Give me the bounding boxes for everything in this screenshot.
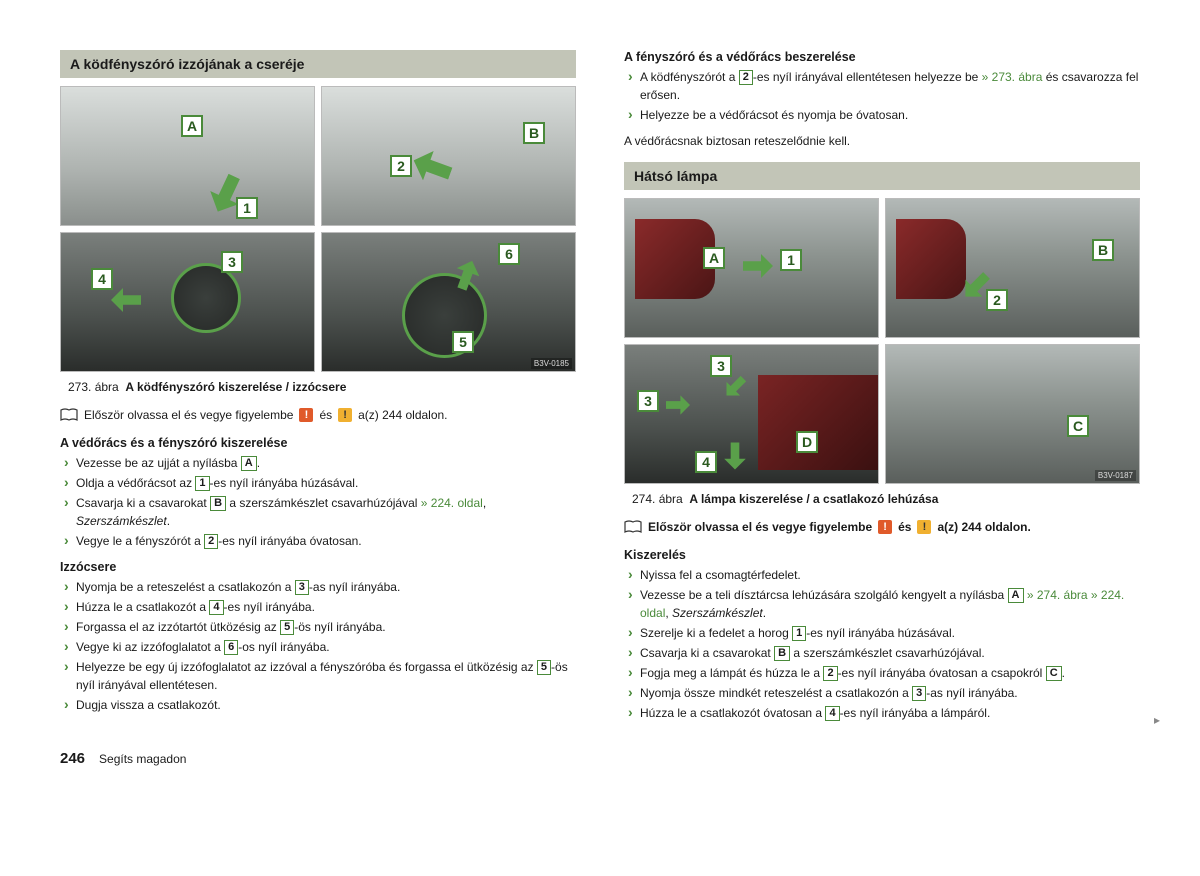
callout-2: 2 <box>986 289 1008 311</box>
step: Forgassa el az izzótartót ütközésig az 5… <box>64 618 576 636</box>
fig-title: A ködfényszóró kiszerelése / izzócsere <box>125 380 346 394</box>
fig274-panel-4: C B3V-0187 <box>885 344 1140 484</box>
readfirst-and: és <box>319 408 332 422</box>
callout-D: D <box>796 431 818 453</box>
callout-1: 1 <box>236 197 258 219</box>
callout-A: A <box>703 247 725 269</box>
continue-icon: ▸ <box>1154 713 1160 727</box>
subhead-remove-grille: A védőrács és a fényszóró kiszerelése <box>60 436 576 450</box>
steps-install: A ködfényszórót a 2-es nyíl irányával el… <box>624 68 1140 124</box>
callout-6: 6 <box>498 243 520 265</box>
callout-3: 3 <box>221 251 243 273</box>
step: Vegye ki az izzófoglalatot a 6-os nyíl i… <box>64 638 576 656</box>
callout-C: C <box>1067 415 1089 437</box>
step: Nyissa fel a csomagtérfedelet. <box>628 566 1140 584</box>
step: Vezesse be az ujját a nyílásba A. <box>64 454 576 472</box>
step: Oldja a védőrácsot az 1-es nyíl irányába… <box>64 474 576 492</box>
book-icon <box>60 408 78 422</box>
figure-273-caption: 273. ábra A ködfényszóró kiszerelése / i… <box>68 380 576 394</box>
readfirst-pre: Először olvassa el és vegye figyelembe <box>84 408 293 422</box>
readfirst-post: a(z) 244 oldalon. <box>358 408 447 422</box>
step: Dugja vissza a csatlakozót. <box>64 696 576 714</box>
fig274-panel-2: B 2 <box>885 198 1140 338</box>
step: A ködfényszórót a 2-es nyíl irányával el… <box>628 68 1140 104</box>
readfirst-post: a(z) 244 oldalon. <box>937 520 1030 534</box>
steps-remove-grille: Vezesse be az ujját a nyílásba A. Oldja … <box>60 454 576 550</box>
fig273-panel-4: 6 5 B3V-0185 <box>321 232 576 372</box>
subhead-bulb-change: Izzócsere <box>60 560 576 574</box>
step: Fogja meg a lámpát és húzza le a 2-es ny… <box>628 664 1140 682</box>
callout-3a: 3 <box>637 390 659 412</box>
page-number: 246 <box>60 750 85 767</box>
section-header-rear-lamp: Hátsó lámpa <box>624 162 1140 190</box>
step: Helyezze be egy új izzófoglalatot az izz… <box>64 658 576 694</box>
figure-274: A 1 B 2 3 3 4 D C B3V-0 <box>624 198 1140 484</box>
plain-note: A védőrácsnak biztosan reteszelődnie kel… <box>624 132 1140 150</box>
fig-number: 273. ábra <box>68 380 119 394</box>
callout-4: 4 <box>91 268 113 290</box>
step: Vegye le a fényszórót a 2-es nyíl irányá… <box>64 532 576 550</box>
arrow-2 <box>408 146 455 189</box>
step: Húzza le a csatlakozót a 4-es nyíl irány… <box>64 598 576 616</box>
arrow-4g <box>111 288 141 312</box>
warn-icon-yellow: ! <box>917 520 931 534</box>
step: Helyezze be a védőrácsot és nyomja be óv… <box>628 106 1140 124</box>
callout-A: A <box>181 115 203 137</box>
fig274-panel-3: 3 3 4 D <box>624 344 879 484</box>
step: Húzza le a csatlakozót óvatosan a 4-es n… <box>628 704 1140 722</box>
figure-273: A 1 B 2 4 3 6 5 B3V-0185 <box>60 86 576 372</box>
step: Nyomja össze mindkét reteszelést a csatl… <box>628 684 1140 702</box>
steps-bulb-change: Nyomja be a reteszelést a csatlakozón a … <box>60 578 576 714</box>
readfirst-and: és <box>898 520 911 534</box>
warn-icon-red: ! <box>299 408 313 422</box>
fig274-panel-1: A 1 <box>624 198 879 338</box>
step: Vezesse be a teli dísztárcsa lehúzására … <box>628 586 1140 622</box>
book-icon <box>624 520 642 534</box>
subhead-removal: Kiszerelés <box>624 548 1140 562</box>
figure-274-caption: 274. ábra A lámpa kiszerelése / a csatla… <box>632 492 1140 506</box>
callout-B: B <box>1092 239 1114 261</box>
fig273-panel-1: A 1 <box>60 86 315 226</box>
callout-2: 2 <box>390 155 412 177</box>
subhead-install: A fényszóró és a védőrács beszerelése <box>624 50 1140 64</box>
steps-removal: Nyissa fel a csomagtérfedelet. Vezesse b… <box>624 566 1140 722</box>
step: Csavarja ki a csavarokat B a szerszámkés… <box>628 644 1140 662</box>
warn-icon-yellow: ! <box>338 408 352 422</box>
callout-B: B <box>523 122 545 144</box>
callout-1: 1 <box>780 249 802 271</box>
arrow-1r <box>743 254 773 278</box>
warn-icon-red: ! <box>878 520 892 534</box>
readfirst-pre: Először olvassa el és vegye figyelembe <box>648 520 872 534</box>
callout-5: 5 <box>452 331 474 353</box>
footer-section: Segíts magadon <box>99 752 186 766</box>
step: Nyomja be a reteszelést a csatlakozón a … <box>64 578 576 596</box>
page-footer: 246 Segíts magadon <box>60 750 576 767</box>
fig273-panel-2: B 2 <box>321 86 576 226</box>
section-header-fog-lamp: A ködfényszóró izzójának a cseréje <box>60 50 576 78</box>
fig-title: A lámpa kiszerelése / a csatlakozó lehúz… <box>689 492 938 506</box>
image-id-273: B3V-0185 <box>531 358 572 369</box>
step: Szerelje ki a fedelet a horog 1-es nyíl … <box>628 624 1140 642</box>
callout-3b: 3 <box>710 355 732 377</box>
read-first-right: Először olvassa el és vegye figyelembe !… <box>624 520 1140 534</box>
fig273-panel-3: 4 3 <box>60 232 315 372</box>
image-id-274: B3V-0187 <box>1095 470 1136 481</box>
read-first-left: Először olvassa el és vegye figyelembe !… <box>60 408 576 422</box>
callout-4r: 4 <box>695 451 717 473</box>
step: Csavarja ki a csavarokat B a szerszámkés… <box>64 494 576 530</box>
arrow-4g <box>724 443 746 470</box>
fig-number: 274. ábra <box>632 492 683 506</box>
arrow-3ga <box>666 395 690 414</box>
